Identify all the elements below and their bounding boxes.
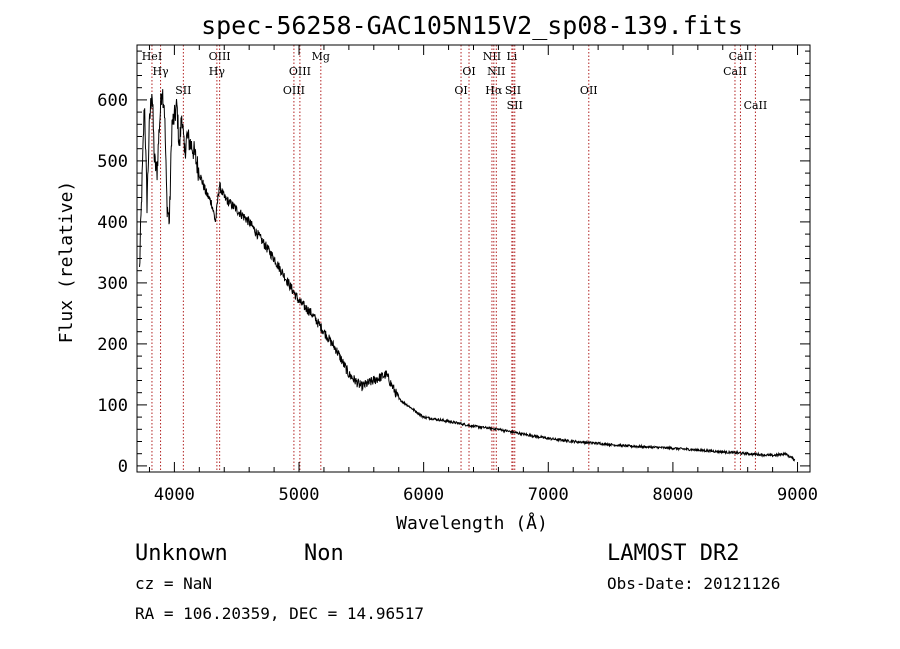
emission-line-label: Mg bbox=[312, 50, 330, 63]
object-class-text: Unknown bbox=[135, 541, 228, 566]
x-tick-label: 7000 bbox=[528, 485, 569, 505]
emission-line-label: Li bbox=[506, 50, 517, 63]
emission-line-label: CaII bbox=[729, 50, 753, 63]
emission-line-label: OI bbox=[462, 65, 475, 78]
emission-line-label: SII bbox=[175, 84, 191, 97]
emission-line-label: CaII bbox=[744, 99, 768, 112]
x-tick-label: 4000 bbox=[154, 485, 195, 505]
y-tick-label: 600 bbox=[97, 91, 128, 111]
coordinates-text: RA = 106.20359, DEC = 14.96517 bbox=[135, 604, 424, 623]
emission-line-label: NII bbox=[483, 50, 501, 63]
x-tick-label: 8000 bbox=[652, 485, 693, 505]
y-tick-label: 100 bbox=[97, 396, 128, 416]
axis-ticks: 4000 5000 6000 7000 8000 9000 0 100 200 300 400 500… bbox=[97, 45, 818, 505]
emission-line-label: Hγ bbox=[209, 65, 226, 78]
spectrum-line bbox=[139, 89, 796, 462]
emission-line-label: CaII bbox=[723, 65, 747, 78]
emission-line-markers: HγHeISIIOIIIHγOIIIOIIIMgOIOINIIHαNIILiSI… bbox=[142, 45, 768, 472]
emission-line-label: HeI bbox=[142, 50, 162, 63]
emission-line-label: Hγ bbox=[152, 65, 169, 78]
subclass-text: Non bbox=[304, 541, 344, 566]
y-tick-label: 0 bbox=[118, 457, 128, 477]
spectrum-series bbox=[139, 89, 796, 462]
x-axis-label: Wavelength (Å) bbox=[396, 512, 548, 534]
y-tick-label: 400 bbox=[97, 213, 128, 233]
emission-line-label: OIII bbox=[283, 84, 305, 97]
emission-line-label: OIII bbox=[209, 50, 231, 63]
plot-frame bbox=[136, 44, 811, 473]
redshift-text: cz = NaN bbox=[135, 574, 212, 593]
y-tick-label: 500 bbox=[97, 152, 128, 172]
obs-date-text: Obs-Date: 20121126 bbox=[607, 574, 780, 593]
chart-title: spec-56258-GAC105N15V2_sp08-139.fits bbox=[201, 11, 743, 40]
x-tick-label: 9000 bbox=[777, 485, 818, 505]
survey-text: LAMOST DR2 bbox=[607, 541, 739, 566]
x-tick-label: 6000 bbox=[403, 485, 444, 505]
emission-line-label: NII bbox=[487, 65, 505, 78]
emission-line-label: SII bbox=[507, 99, 523, 112]
emission-line-label: Hα bbox=[485, 84, 503, 97]
emission-line-label: OII bbox=[580, 84, 598, 97]
x-tick-label: 5000 bbox=[279, 485, 320, 505]
emission-line-label: OIII bbox=[289, 65, 311, 78]
y-tick-label: 200 bbox=[97, 335, 128, 355]
emission-line-label: SII bbox=[505, 84, 521, 97]
y-axis-label: Flux (relative) bbox=[56, 181, 77, 344]
y-tick-label: 300 bbox=[97, 274, 128, 294]
emission-line-label: OI bbox=[454, 84, 467, 97]
